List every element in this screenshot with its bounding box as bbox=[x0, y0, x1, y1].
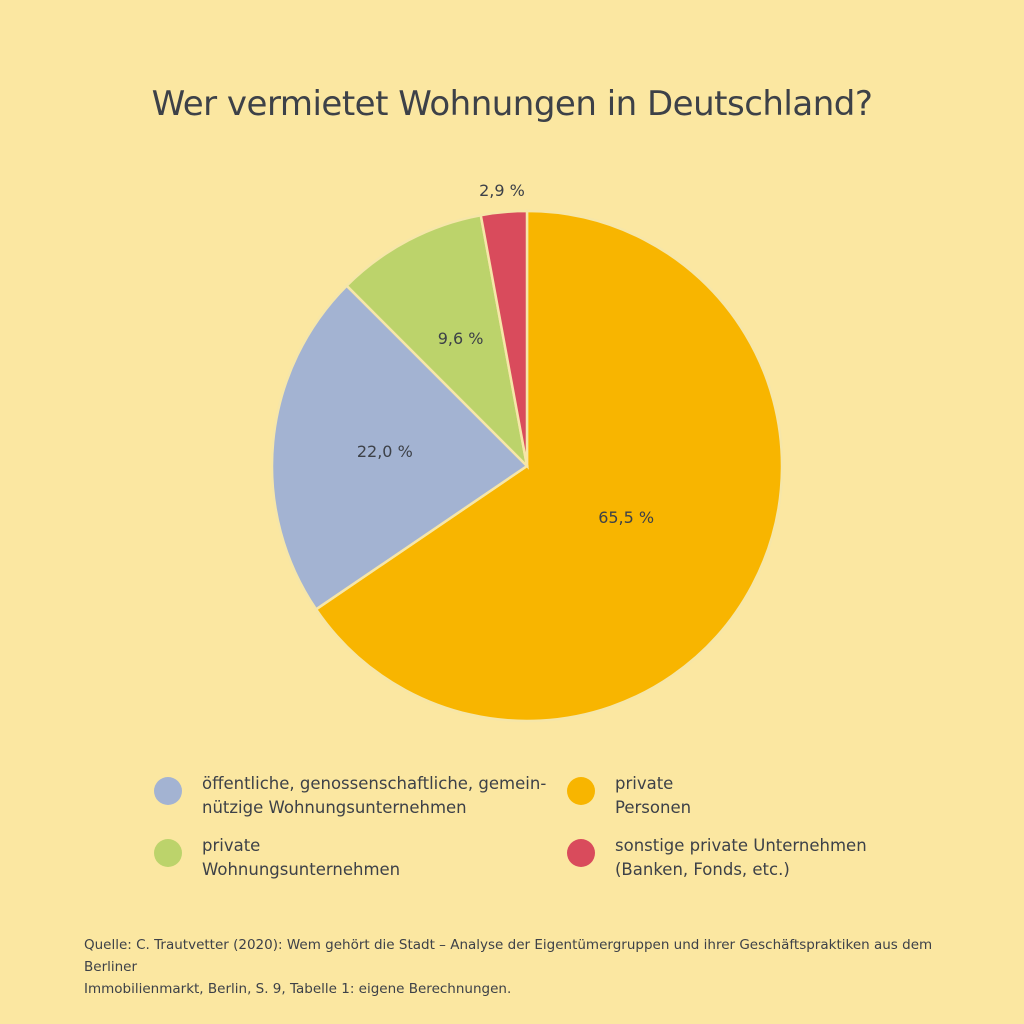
legend-swatch bbox=[154, 777, 182, 805]
legend-swatch bbox=[567, 777, 595, 805]
legend-label: sonstige private Unternehmen (Banken, Fo… bbox=[615, 836, 867, 879]
pie-slice bbox=[270, 283, 529, 612]
legend-swatch bbox=[154, 839, 182, 867]
legend-item: öffentliche, genossenschaftliche, gemein… bbox=[154, 772, 546, 820]
pie-slice bbox=[479, 209, 529, 467]
legend-item: private Wohnungsunternehmen bbox=[154, 834, 400, 882]
legend-label: private Personen bbox=[615, 774, 692, 817]
legend-item: sonstige private Unternehmen (Banken, Fo… bbox=[567, 834, 867, 882]
legend-swatch bbox=[567, 839, 595, 867]
slice-label: 9,6 % bbox=[438, 329, 484, 348]
legend-item: private Personen bbox=[567, 772, 691, 820]
chart: 65,5 % 22,0 % 9,6 % 2,9 % bbox=[270, 181, 784, 723]
legend-label: öffentliche, genossenschaftliche, gemein… bbox=[202, 774, 547, 817]
legend-label: private Wohnungsunternehmen bbox=[202, 836, 401, 879]
slice-label: 65,5 % bbox=[598, 508, 654, 527]
chart-title: Wer vermietet Wohnungen in Deutschland? bbox=[151, 84, 873, 124]
pie-slice bbox=[314, 209, 784, 723]
source-note: Quelle: C. Trautvetter (2020): Wem gehör… bbox=[84, 937, 933, 997]
pie-slice bbox=[344, 213, 529, 470]
slice-label: 2,9 % bbox=[479, 181, 525, 200]
slice-label: 22,0 % bbox=[357, 442, 413, 461]
